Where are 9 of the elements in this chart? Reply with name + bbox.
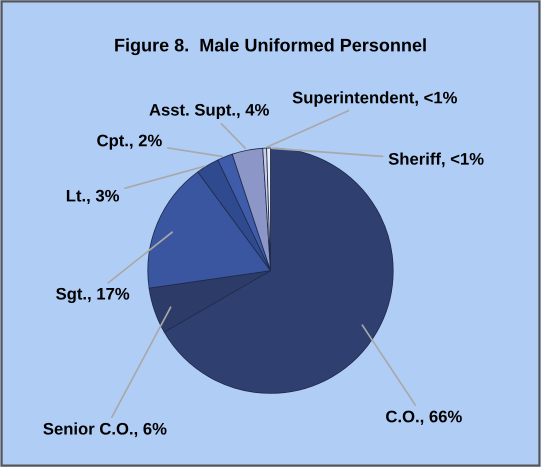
slice-label: C.O., 66% <box>386 410 462 425</box>
slice-label: Superintendent, <1% <box>292 91 457 107</box>
slice-label: Asst. Supt., 4% <box>149 104 269 120</box>
chart-title: Figure 8. Male Uniformed Personnel <box>115 38 426 56</box>
slice-label: Sheriff, <1% <box>388 152 484 168</box>
slice-label: Lt., 3% <box>66 190 120 204</box>
slice-label: Cpt., 2% <box>97 134 162 150</box>
slice-label: Senior C.O., 6% <box>43 422 167 438</box>
slice-label: Sgt., 17% <box>56 288 130 304</box>
